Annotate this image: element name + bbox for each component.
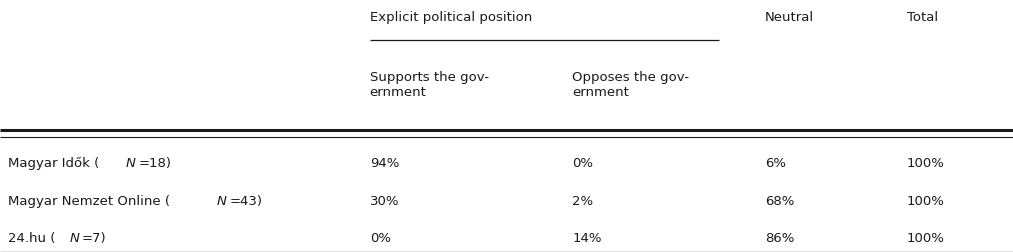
Text: 14%: 14%	[572, 232, 602, 245]
Text: Opposes the gov-
ernment: Opposes the gov- ernment	[572, 71, 689, 99]
Text: N: N	[69, 232, 79, 245]
Text: N: N	[217, 195, 227, 208]
Text: 6%: 6%	[765, 157, 786, 170]
Text: 100%: 100%	[907, 157, 944, 170]
Text: Explicit political position: Explicit political position	[370, 11, 532, 24]
Text: 2%: 2%	[572, 195, 594, 208]
Text: Neutral: Neutral	[765, 11, 813, 24]
Text: 68%: 68%	[765, 195, 794, 208]
Text: 94%: 94%	[370, 157, 399, 170]
Text: 0%: 0%	[572, 157, 594, 170]
Text: N: N	[126, 157, 136, 170]
Text: Magyar Idők (: Magyar Idők (	[8, 157, 99, 170]
Text: Total: Total	[907, 11, 938, 24]
Text: 86%: 86%	[765, 232, 794, 245]
Text: 100%: 100%	[907, 195, 944, 208]
Text: 30%: 30%	[370, 195, 399, 208]
Text: =18): =18)	[139, 157, 171, 170]
Text: Magyar Nemzet Online (: Magyar Nemzet Online (	[8, 195, 170, 208]
Text: 0%: 0%	[370, 232, 391, 245]
Text: =7): =7)	[82, 232, 106, 245]
Text: 24.hu (: 24.hu (	[8, 232, 56, 245]
Text: 100%: 100%	[907, 232, 944, 245]
Text: Supports the gov-
ernment: Supports the gov- ernment	[370, 71, 488, 99]
Text: =43): =43)	[230, 195, 263, 208]
